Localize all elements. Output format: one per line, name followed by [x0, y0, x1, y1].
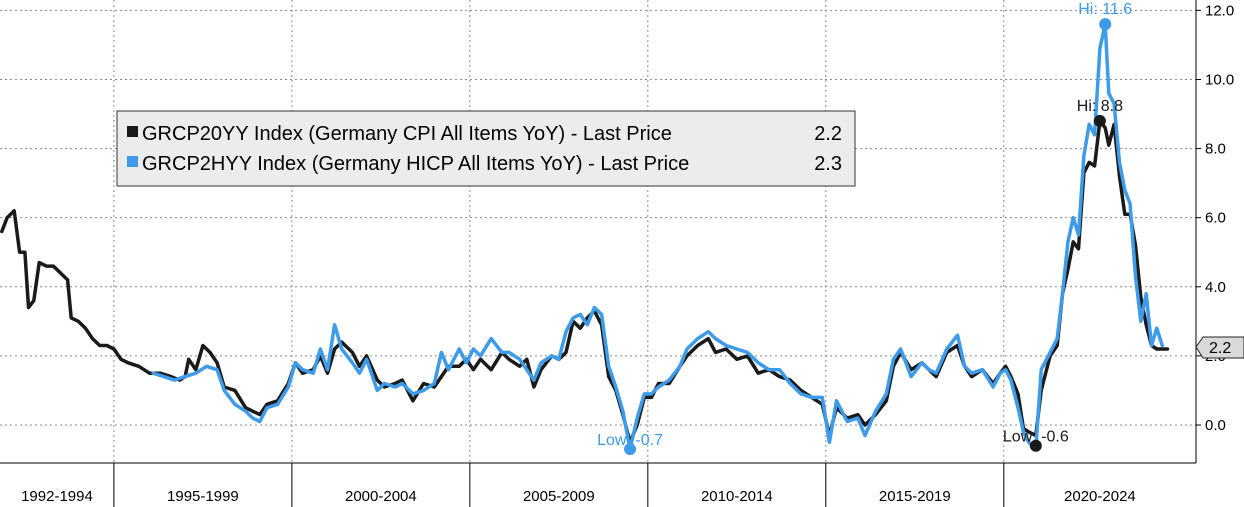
annotation-marker [624, 443, 637, 456]
y-tick-label: 8.0 [1205, 141, 1226, 158]
grid-lines [0, 0, 1196, 463]
annotations: Hi: 11.6 Hi: 8.8 Low: -0.7 Low: -0.6 [597, 1, 1132, 456]
annotation-marker [1099, 18, 1112, 31]
y-tick-label: 4.0 [1205, 279, 1226, 296]
legend-label-hicp: GRCP2HYY Index (Germany HICP All Items Y… [142, 153, 689, 175]
x-tick-label: 2020-2024 [1064, 488, 1136, 505]
annotation-label: Low: -0.7 [597, 432, 663, 449]
series-line-hicp [151, 22, 1164, 451]
legend-value-cpi: 2.2 [814, 123, 842, 145]
legend-swatch-hicp [127, 156, 138, 167]
y-tick-label: 0.0 [1205, 417, 1226, 434]
last-value-tag: 2.2 [1195, 336, 1244, 359]
y-tick-label: 12.0 [1205, 2, 1234, 19]
series-lines [0, 22, 1170, 451]
x-tick-label: 2000-2004 [345, 488, 417, 505]
legend: GRCP20YY Index (Germany CPI All Items Yo… [116, 110, 856, 187]
x-tick-label: 2010-2014 [701, 488, 773, 505]
annotation-label: Hi: 8.8 [1077, 98, 1123, 115]
y-tick-label: 6.0 [1205, 210, 1226, 227]
legend-value-hicp: 2.3 [814, 153, 842, 175]
last-value-tag-text: 2.2 [1209, 340, 1231, 357]
x-tick-label: 1992-1994 [21, 488, 93, 505]
x-tick-label: 2005-2009 [523, 488, 595, 505]
annotation-label: Hi: 11.6 [1078, 1, 1132, 18]
annotation-label: Low: -0.6 [1003, 429, 1069, 446]
legend-label-cpi: GRCP20YY Index (Germany CPI All Items Yo… [142, 123, 672, 145]
y-tick-label: 10.0 [1205, 71, 1234, 88]
annotation-marker [1029, 439, 1042, 452]
annotation-marker [1093, 114, 1106, 127]
x-tick-label: 2015-2019 [879, 488, 951, 505]
legend-swatch-cpi [127, 126, 138, 137]
x-tick-label: 1995-1999 [167, 488, 239, 505]
x-axis: 1992-1994 1995-1999 2000-2004 2005-2009 2010… [0, 462, 1196, 507]
